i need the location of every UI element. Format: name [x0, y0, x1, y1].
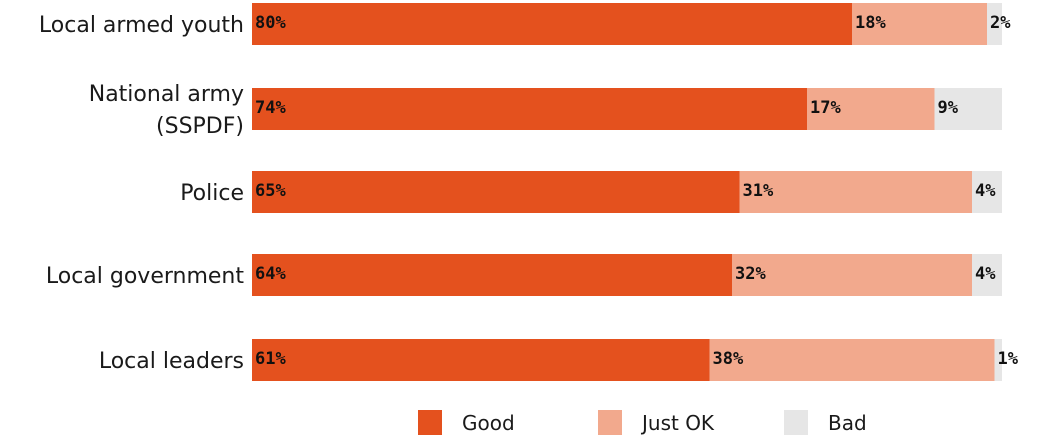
data-label-just-ok-national-army-sspdf: 17% [810, 98, 841, 118]
data-label-good-national-army-sspdf: 74% [255, 98, 286, 118]
category-label-national-army-sspdf-line-2: (SSPDF) [156, 114, 244, 139]
legend-label-just-ok: Just OK [640, 411, 715, 435]
bar-segment-good-local-leaders [252, 339, 710, 381]
category-label-police: Police [180, 181, 244, 206]
legend-item-just-ok: Just OK [598, 410, 715, 435]
data-label-good-local-leaders: 61% [255, 349, 286, 369]
bar-segment-just-ok-local-government [732, 254, 972, 296]
legend-item-bad: Bad [784, 410, 867, 435]
data-label-bad-local-government: 4% [975, 264, 996, 284]
bar-segment-just-ok-local-leaders [709, 339, 995, 381]
data-label-just-ok-local-leaders: 38% [713, 349, 744, 369]
legend-label-good: Good [462, 411, 515, 435]
bar-segment-just-ok-national-army-sspdf [807, 88, 935, 130]
bar-segment-bad-local-government [972, 254, 1002, 296]
legend-swatch-just-ok [598, 410, 622, 435]
legend-swatch-bad [784, 410, 808, 435]
category-label-local-leaders: Local leaders [99, 349, 244, 374]
data-label-good-local-armed-youth: 80% [255, 13, 286, 33]
bar-segment-just-ok-local-armed-youth [852, 3, 987, 45]
bar-segment-good-local-government [252, 254, 732, 296]
legend-item-good: Good [418, 410, 515, 435]
data-label-bad-national-army-sspdf: 9% [938, 98, 959, 118]
category-label-national-army-sspdf-line-1: National army [89, 82, 244, 107]
bar-segment-just-ok-police [739, 171, 972, 213]
bar-segment-bad-national-army-sspdf [934, 88, 1002, 130]
data-label-good-local-government: 64% [255, 264, 286, 284]
legend: Good Just OK Bad [418, 410, 867, 435]
bar-segment-bad-police [972, 171, 1002, 213]
data-label-just-ok-police: 31% [743, 181, 774, 201]
legend-label-bad: Bad [828, 411, 867, 435]
bars-layer: 80% 18% 2% 74% 17% 9% 65% 31% 4% 64% 32% 4% 61% 38% 1% [252, 3, 1019, 381]
data-label-bad-local-leaders: 1% [998, 349, 1019, 369]
bar-segment-bad-local-armed-youth [987, 3, 1002, 45]
data-label-just-ok-local-government: 32% [735, 264, 766, 284]
legend-swatch-good [418, 410, 442, 435]
bar-segment-good-police [252, 171, 740, 213]
bar-segment-bad-local-leaders [994, 339, 1002, 381]
data-label-bad-police: 4% [975, 181, 996, 201]
bar-segment-good-local-armed-youth [252, 3, 852, 45]
bar-segment-good-national-army-sspdf [252, 88, 807, 130]
category-labels: Local armed youth National army (SSPDF) Pol… [39, 13, 244, 374]
category-label-local-armed-youth: Local armed youth [39, 13, 244, 38]
data-label-bad-local-armed-youth: 2% [990, 13, 1011, 33]
category-label-local-government: Local government [46, 264, 245, 289]
data-label-just-ok-local-armed-youth: 18% [855, 13, 886, 33]
data-label-good-police: 65% [255, 181, 286, 201]
